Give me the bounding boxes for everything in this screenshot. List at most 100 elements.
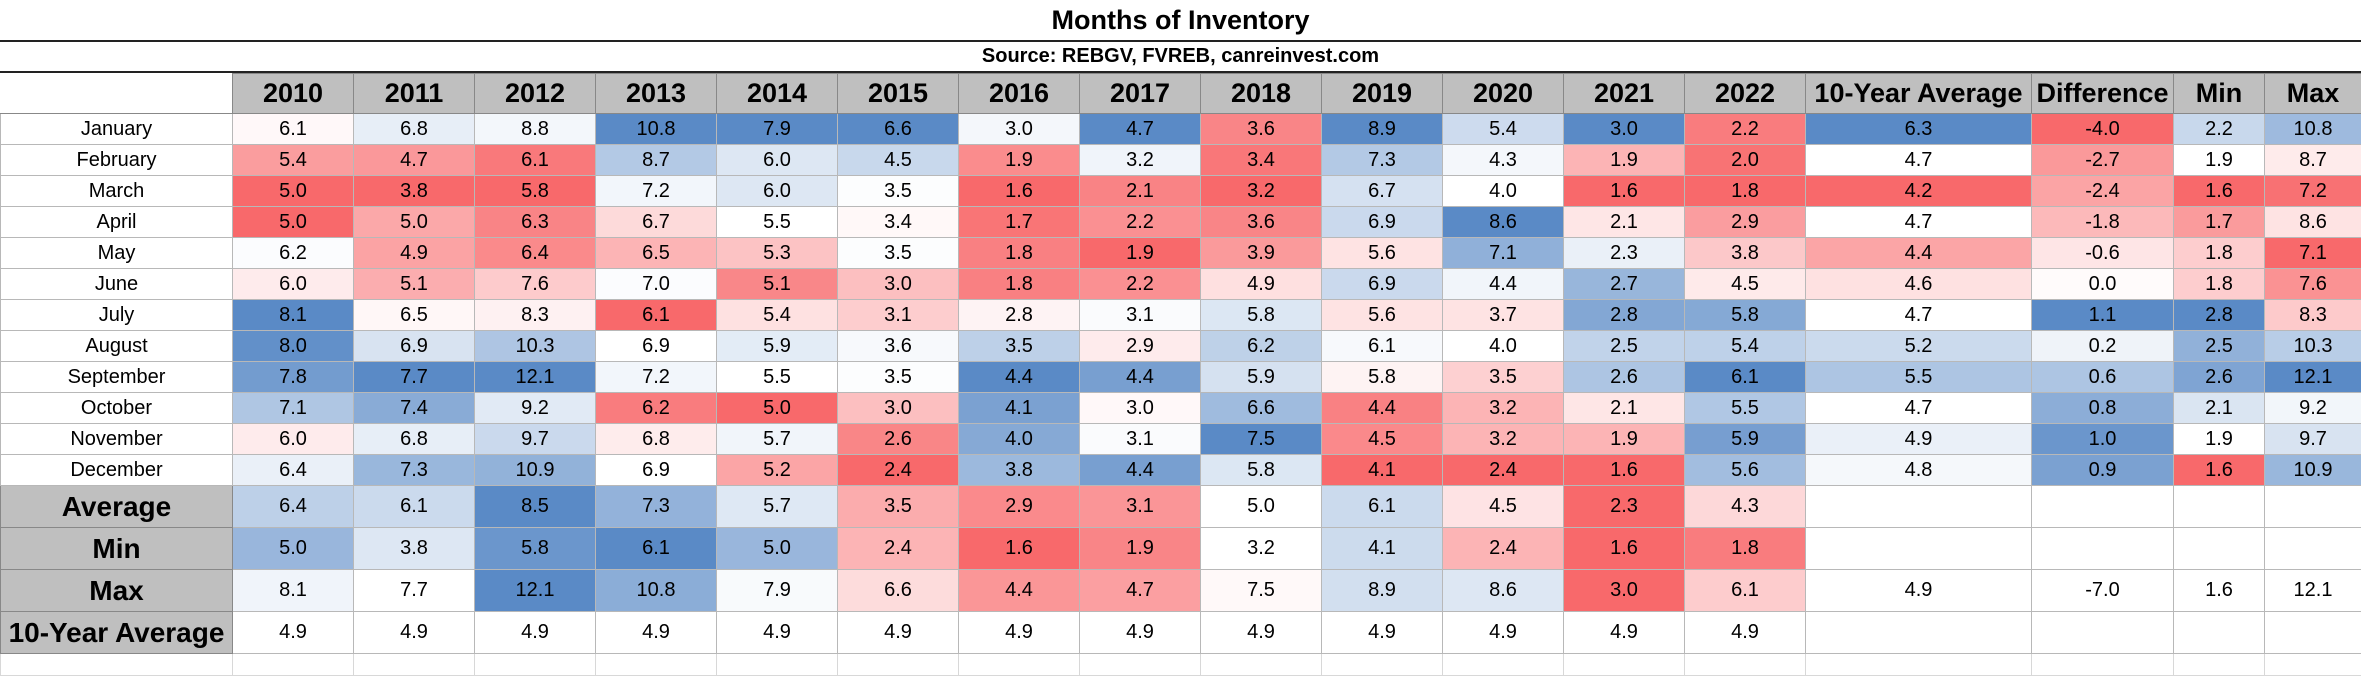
- stat-cell: 5.5: [1805, 361, 2032, 393]
- value-cell: 4.9: [1200, 268, 1322, 300]
- value-cell: 6.7: [595, 206, 717, 238]
- stat-cell: 8.6: [2264, 206, 2361, 238]
- value-cell: 3.6: [1200, 113, 1322, 145]
- stat-cell: [2031, 485, 2174, 528]
- stat-cell: 4.7: [1805, 144, 2032, 176]
- stat-cell: 2.5: [2173, 330, 2265, 362]
- value-cell: 5.7: [716, 423, 838, 455]
- value-cell: 6.8: [353, 113, 475, 145]
- value-cell: 4.9: [474, 611, 596, 654]
- value-cell: 5.8: [474, 527, 596, 570]
- value-cell: 10.9: [474, 454, 596, 486]
- value-cell: 3.2: [1079, 144, 1201, 176]
- month-row: November 6.0 6.8 9.7 6.8 5.7 2.6 4.0 3.1 7.5 4.5 3.…: [0, 423, 2361, 455]
- stat-cell: -4.0: [2031, 113, 2174, 145]
- value-cell: 3.8: [958, 454, 1080, 486]
- stat-cell: [2173, 611, 2265, 654]
- value-cell: 6.6: [837, 569, 959, 612]
- row-label: July: [0, 299, 233, 331]
- value-cell: 3.0: [1563, 569, 1685, 612]
- value-cell: 6.4: [474, 237, 596, 269]
- value-cell: 8.8: [474, 113, 596, 145]
- value-cell: 7.3: [353, 454, 475, 486]
- stat-cell: 4.9: [1805, 569, 2032, 612]
- value-cell: 3.8: [353, 175, 475, 207]
- value-cell: 1.6: [958, 527, 1080, 570]
- stat-cell: 2.6: [2173, 361, 2265, 393]
- value-cell: 5.0: [232, 175, 354, 207]
- value-cell: 4.5: [1684, 268, 1806, 300]
- value-cell: 2.9: [1079, 330, 1201, 362]
- value-cell: 7.0: [595, 268, 717, 300]
- value-cell: 4.9: [1200, 611, 1322, 654]
- value-cell: 5.1: [353, 268, 475, 300]
- value-cell: 6.9: [595, 454, 717, 486]
- value-cell: 5.9: [1200, 361, 1322, 393]
- row-label: August: [0, 330, 233, 362]
- stat-cell: 12.1: [2264, 569, 2361, 612]
- value-cell: 4.9: [1563, 611, 1685, 654]
- value-cell: 4.4: [1079, 361, 1201, 393]
- value-cell: 4.9: [1684, 611, 1806, 654]
- stat-cell: 4.7: [1805, 392, 2032, 424]
- value-cell: 4.9: [353, 237, 475, 269]
- value-cell: 5.0: [353, 206, 475, 238]
- empty-cell: [2173, 653, 2265, 676]
- value-cell: 5.5: [716, 206, 838, 238]
- stat-cell: 4.2: [1805, 175, 2032, 207]
- stat-cell: [2264, 527, 2361, 570]
- value-cell: 2.9: [958, 485, 1080, 528]
- value-cell: 8.6: [1442, 206, 1564, 238]
- stat-cell: [1805, 485, 2032, 528]
- value-cell: 7.9: [716, 113, 838, 145]
- value-cell: 6.8: [595, 423, 717, 455]
- stat-cell: 7.2: [2264, 175, 2361, 207]
- value-cell: 3.1: [837, 299, 959, 331]
- value-cell: 3.0: [1563, 113, 1685, 145]
- stat-cell: 2.8: [2173, 299, 2265, 331]
- value-cell: 6.9: [353, 330, 475, 362]
- value-cell: 5.0: [716, 527, 838, 570]
- value-cell: 4.9: [232, 611, 354, 654]
- column-header: 2014: [716, 73, 838, 114]
- month-row: September 7.8 7.7 12.1 7.2 5.5 3.5 4.4 4.4 5.9 5.8…: [0, 361, 2361, 393]
- value-cell: 4.7: [353, 144, 475, 176]
- row-label: October: [0, 392, 233, 424]
- value-cell: 4.5: [837, 144, 959, 176]
- summary-row: Min 5.0 3.8 5.8 6.1 5.0 2.4 1.6 1.9 3.2 4.1 2.4 1.6 1…: [0, 527, 2361, 570]
- column-header: 2017: [1079, 73, 1201, 114]
- value-cell: 3.0: [837, 268, 959, 300]
- value-cell: 2.8: [958, 299, 1080, 331]
- value-cell: 3.6: [837, 330, 959, 362]
- value-cell: 2.6: [1563, 361, 1685, 393]
- value-cell: 4.9: [1442, 611, 1564, 654]
- value-cell: 6.1: [353, 485, 475, 528]
- value-cell: 1.9: [1079, 527, 1201, 570]
- row-label: February: [0, 144, 233, 176]
- stat-cell: 2.2: [2173, 113, 2265, 145]
- value-cell: 3.6: [1200, 206, 1322, 238]
- stat-cell: 0.2: [2031, 330, 2174, 362]
- value-cell: 5.0: [1200, 485, 1322, 528]
- value-cell: 5.8: [1200, 454, 1322, 486]
- value-cell: 6.4: [232, 485, 354, 528]
- value-cell: 4.9: [1079, 611, 1201, 654]
- stat-cell: -2.7: [2031, 144, 2174, 176]
- value-cell: 1.6: [1563, 454, 1685, 486]
- column-header: 2021: [1563, 73, 1685, 114]
- value-cell: 5.4: [1684, 330, 1806, 362]
- stat-cell: -0.6: [2031, 237, 2174, 269]
- column-header: Difference: [2031, 73, 2174, 114]
- month-row: October 7.1 7.4 9.2 6.2 5.0 3.0 4.1 3.0 6.6 4.4 3.2…: [0, 392, 2361, 424]
- value-cell: 9.2: [474, 392, 596, 424]
- empty-cell: [1321, 653, 1443, 676]
- value-cell: 8.9: [1321, 569, 1443, 612]
- value-cell: 7.3: [1321, 144, 1443, 176]
- value-cell: 7.1: [1442, 237, 1564, 269]
- value-cell: 4.5: [1442, 485, 1564, 528]
- value-cell: 4.9: [958, 611, 1080, 654]
- stat-cell: 4.7: [1805, 299, 2032, 331]
- empty-cell: [474, 653, 596, 676]
- value-cell: 6.1: [595, 299, 717, 331]
